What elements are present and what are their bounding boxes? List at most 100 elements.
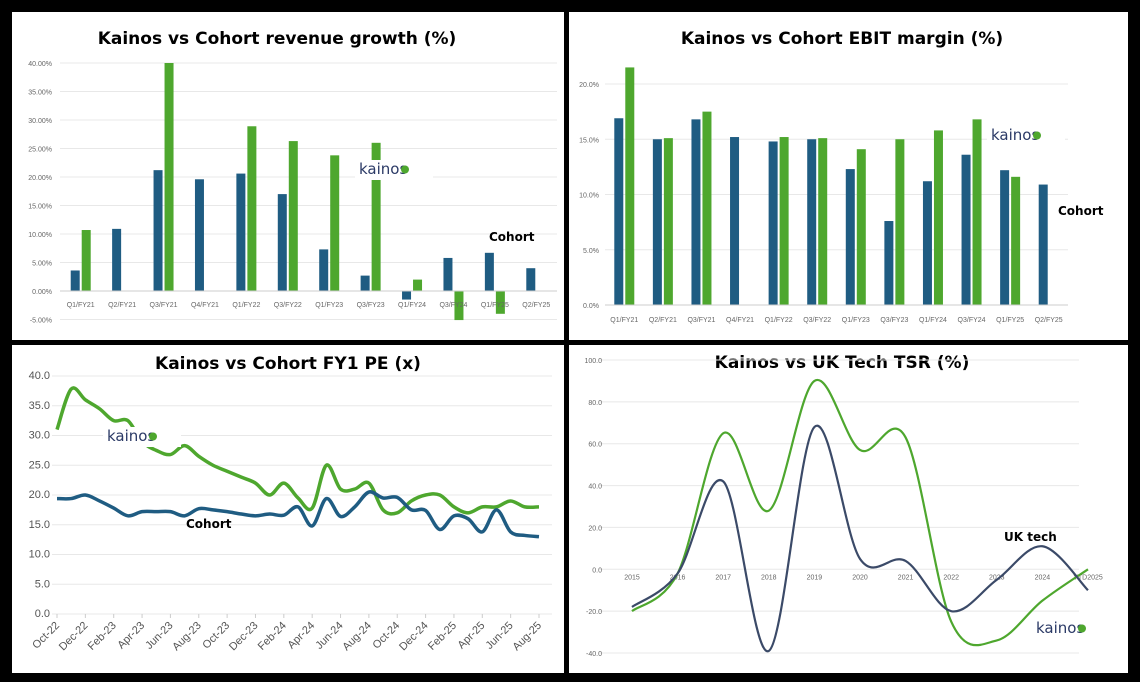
logo-background	[1032, 619, 1110, 639]
x-tick-label: Feb-24	[256, 620, 289, 653]
x-tick-label: Q2/FY25	[522, 302, 550, 309]
x-tick-label: Dec-23	[227, 620, 261, 654]
series-label: UK tech	[1004, 530, 1057, 544]
y-tick-label: 40.00%	[28, 61, 52, 68]
cohort-label: Cohort	[489, 230, 535, 244]
logo-green-dot	[401, 165, 409, 174]
x-tick-label: 2019	[807, 574, 823, 581]
y-tick-label: -5.00%	[30, 318, 52, 325]
y-tick-label: 35.0	[29, 400, 50, 412]
line-cohort	[56, 490, 540, 539]
bar-cohort	[652, 139, 662, 305]
bar-kainos	[413, 279, 423, 291]
x-tick-label: Jun-23	[143, 620, 175, 652]
y-tick-label: 5.00%	[32, 261, 52, 268]
x-tick-label: 2018	[761, 574, 777, 581]
x-tick-label: 2022	[943, 574, 959, 581]
x-tick-label: Apr-24	[285, 620, 317, 652]
x-tick-label: Q1/FY24	[919, 317, 947, 324]
x-tick-label: Q3/FY24	[958, 317, 986, 324]
bar-kainos	[625, 67, 635, 305]
x-tick-label: 2017	[715, 574, 731, 581]
y-tick-label: 0.0%	[583, 303, 599, 310]
y-tick-label: 20.0	[588, 525, 602, 532]
bar-cohort	[484, 252, 494, 291]
revenue-growth-chart: Kainos vs Cohort revenue growth (%) -5.00…	[28, 29, 557, 325]
x-tick-label: Q1/FY22	[232, 302, 260, 309]
bar-kainos	[330, 155, 340, 291]
logo-green-dot	[1033, 131, 1041, 140]
bar-kainos	[818, 138, 828, 305]
pe-panel: Kainos vs Cohort FY1 PE (x) 0.0 5.0 10.0 15.…	[12, 345, 564, 673]
bar-cohort	[319, 249, 329, 291]
x-tick-label: Jun-25	[483, 620, 515, 652]
logo-green-dot	[1078, 624, 1086, 633]
bar-kainos	[895, 139, 905, 305]
x-tick-label: Q3/FY21	[150, 302, 178, 309]
y-tick-label: 0.00%	[32, 289, 52, 296]
logo-background	[987, 126, 1065, 146]
bar-cohort	[70, 270, 80, 291]
x-tick-label: Aug-25	[511, 620, 545, 654]
kainos-logo-text: kainos	[107, 427, 155, 445]
x-tick-label: Q3/FY24	[439, 302, 467, 309]
x-tick-label: Q3/FY23	[357, 302, 385, 309]
y-tick-label: 5.0%	[583, 248, 599, 255]
ebit-margin-panel: Kainos vs Cohort EBIT margin (%) 0.0% 5.0%…	[569, 12, 1128, 340]
x-tick-label: Oct-23	[200, 620, 232, 652]
bar-cohort	[402, 291, 412, 300]
bar-kainos	[288, 141, 298, 291]
x-tick-label: Q1/FY21	[67, 302, 95, 309]
x-tick-label: Aug-23	[170, 620, 204, 654]
y-tick-label: 25.00%	[28, 147, 52, 154]
bar-cohort	[730, 137, 740, 305]
bar-cohort	[526, 268, 536, 291]
bar-cohort	[194, 179, 204, 291]
y-tick-label: 15.0	[29, 519, 50, 531]
y-tick-label: 25.0	[29, 459, 50, 471]
bar-cohort	[807, 139, 817, 305]
chart-title: Kainos vs Cohort FY1 PE (x)	[155, 354, 421, 374]
bar-kainos	[702, 111, 712, 305]
kainos-logo: kainos	[987, 126, 1065, 146]
y-tick-label: -40.0	[586, 651, 602, 658]
bar-cohort	[360, 275, 370, 291]
bar-cohort	[236, 173, 246, 291]
x-tick-label: Feb-25	[426, 620, 459, 653]
bar-kainos	[933, 130, 943, 305]
x-tick-label: 2023	[989, 574, 1005, 581]
x-tick-label: Q3/FY22	[274, 302, 302, 309]
bar-cohort	[277, 194, 287, 291]
bar-cohort	[845, 169, 855, 305]
x-tick-label: Q1/FY24	[398, 302, 426, 309]
kainos-logo: kainos	[1032, 619, 1110, 639]
x-tick-label: Apr-25	[456, 620, 488, 652]
bar-kainos	[164, 63, 174, 291]
logo-background	[355, 160, 433, 180]
line-kainos	[631, 378, 1089, 647]
y-tick-label: 40.0	[29, 370, 50, 382]
x-tick-label: Jun-24	[313, 620, 345, 652]
line-uk-tech	[631, 424, 1089, 653]
y-tick-label: 0.0	[592, 567, 602, 574]
kainos-logo: kainos	[355, 160, 433, 180]
x-tick-label: Dec-22	[57, 620, 91, 654]
chart-title: Kainos vs UK Tech TSR (%)	[715, 353, 970, 373]
y-tick-label: 10.0%	[579, 193, 599, 200]
ebit-margin-chart: Kainos vs Cohort EBIT margin (%) 0.0% 5.0%…	[579, 29, 1104, 324]
y-tick-label: 10.00%	[28, 232, 52, 239]
x-tick-label: 2021	[898, 574, 914, 581]
x-tick-label: Q3/FY21	[687, 317, 715, 324]
bar-cohort	[443, 257, 453, 291]
y-tick-label: 20.00%	[28, 175, 52, 182]
y-tick-label: 15.00%	[28, 204, 52, 211]
bar-cohort	[1038, 184, 1048, 305]
chart-title: Kainos vs Cohort EBIT margin (%)	[681, 29, 1003, 49]
bar-cohort	[961, 154, 971, 305]
x-tick-label: Q2/FY25	[1035, 317, 1063, 324]
x-tick-label: Q3/FY22	[803, 317, 831, 324]
kainos-logo-text: kainos	[359, 160, 407, 178]
pe-chart: Kainos vs Cohort FY1 PE (x) 0.0 5.0 10.0 15.…	[29, 354, 552, 654]
x-tick-label: 2016	[670, 574, 686, 581]
bar-cohort	[614, 118, 624, 305]
